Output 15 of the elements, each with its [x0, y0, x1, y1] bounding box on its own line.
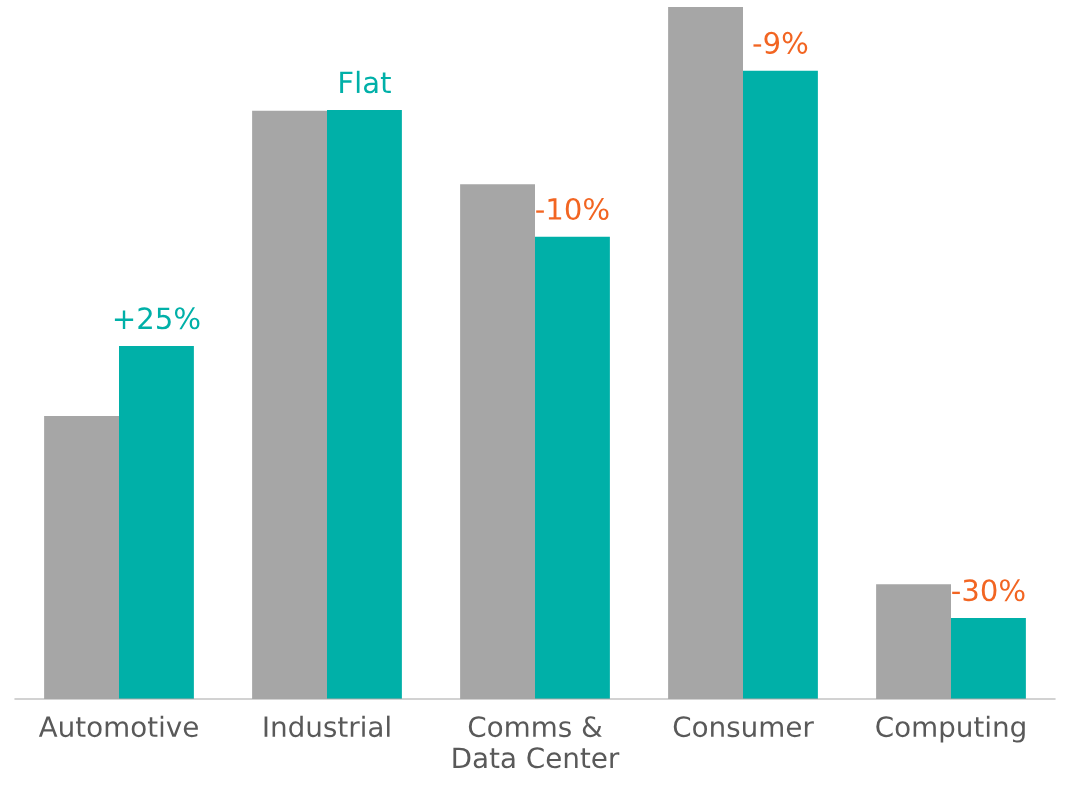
bar — [743, 70, 818, 699]
annotation: -9% — [753, 31, 808, 54]
x-tick-label: Comms & Data Center — [453, 716, 620, 769]
x-tick-label: Consumer — [673, 716, 814, 738]
annotation: Flat — [340, 70, 391, 94]
bar — [327, 110, 402, 699]
x-tick-label: Industrial — [264, 715, 390, 738]
bar — [535, 236, 610, 699]
annotation: +25% — [114, 307, 200, 330]
x-tick-label: Computing — [876, 715, 1025, 743]
annotation: -10% — [536, 197, 609, 220]
annotation: -30% — [952, 579, 1025, 602]
bar — [951, 618, 1026, 699]
x-tick-label: Automotive — [38, 715, 198, 738]
bar — [119, 346, 194, 699]
